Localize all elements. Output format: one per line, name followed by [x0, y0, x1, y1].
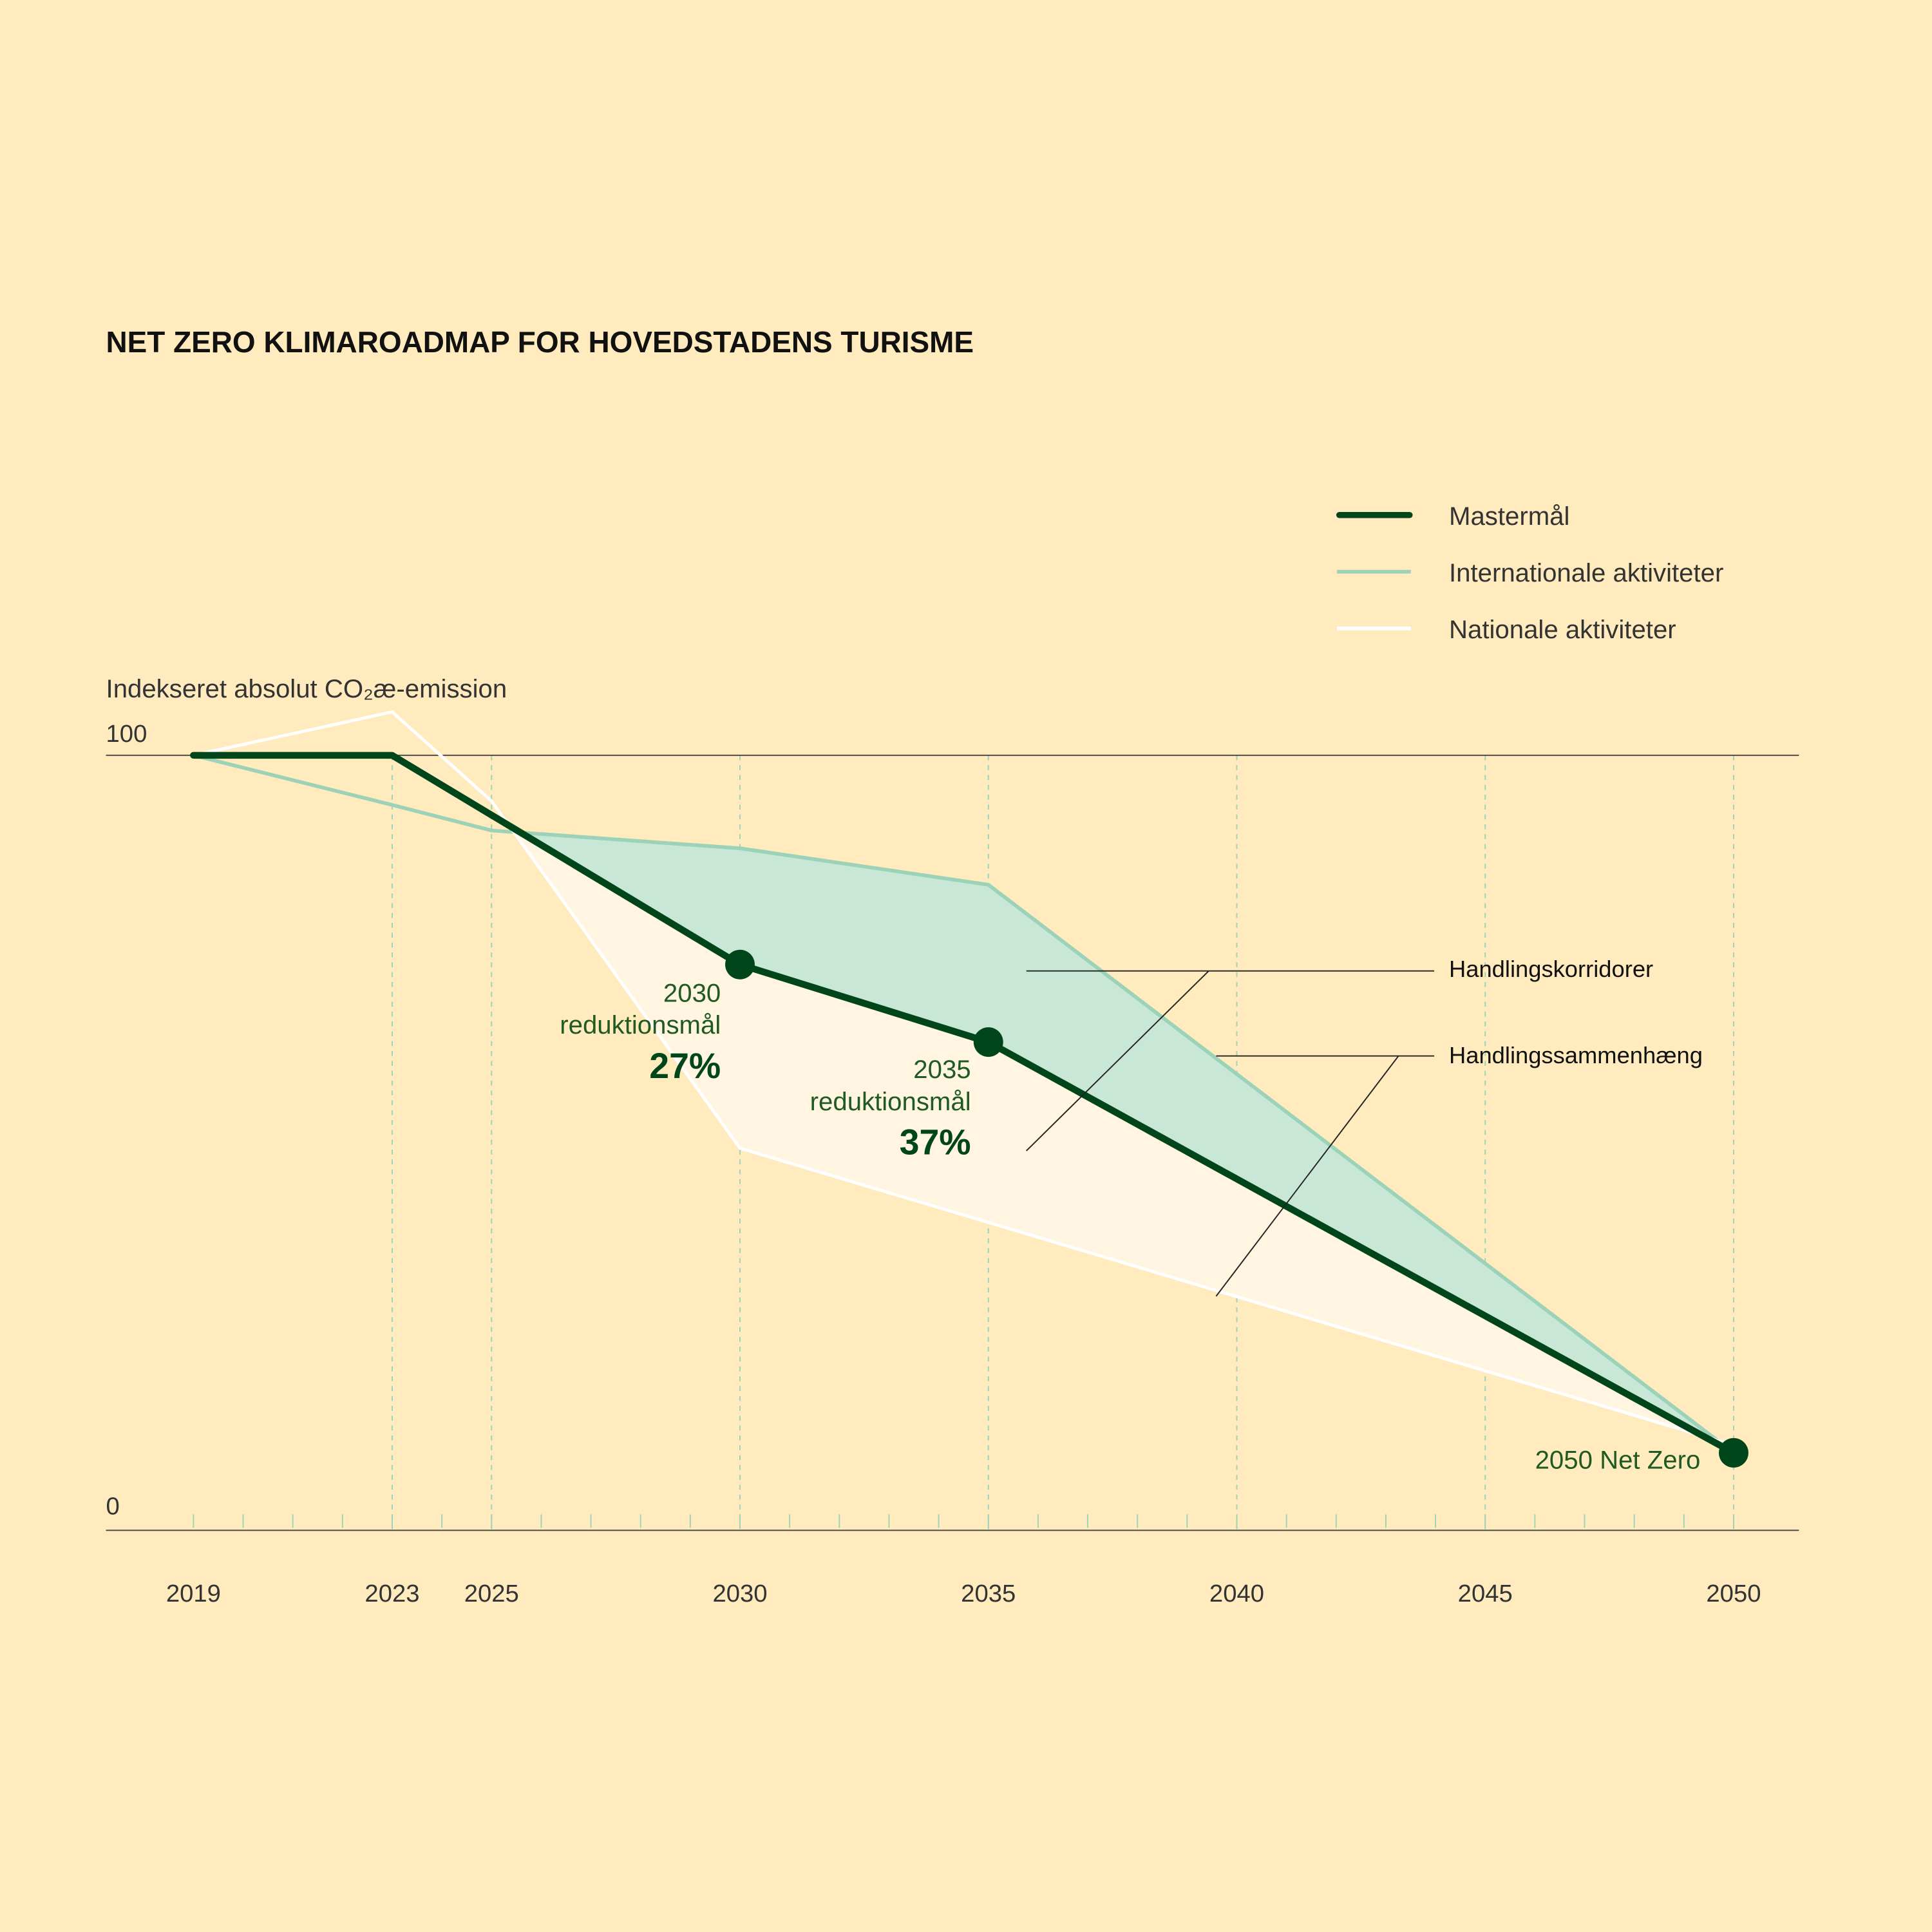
- marker-2050-text: 2050 Net Zero: [1535, 1446, 1701, 1475]
- national-fill: [509, 826, 1734, 1453]
- annotation-handlingskorridorer: [1026, 970, 1435, 1151]
- marker-2035-text: reduktionsmål: [810, 1087, 971, 1116]
- markers: [725, 949, 1748, 1468]
- legend-label-master: Mastermål: [1449, 502, 1569, 531]
- x-tick-label-2025: 2025: [464, 1580, 519, 1607]
- marker-2035-year: 2035: [913, 1055, 971, 1084]
- marker-2030-year: 2030: [663, 978, 721, 1007]
- x-tick-label-2040: 2040: [1209, 1580, 1264, 1607]
- marker-2030-text: reduktionsmål: [560, 1010, 721, 1039]
- x-tick-label-2019: 2019: [166, 1580, 221, 1607]
- x-tick-labels: 2019 2023 2025 2030 2035 2040 2045 2050: [166, 1580, 1761, 1607]
- legend-label-national: Nationale aktiviteter: [1449, 615, 1676, 644]
- annotation-label-sammenhaeng: Handlingssammenhæng: [1449, 1042, 1703, 1068]
- x-tick-label-2035: 2035: [961, 1580, 1016, 1607]
- series-line-internationale: [193, 753, 1735, 1455]
- marker-dot-2050: [1719, 1437, 1748, 1468]
- marker-2030-value: 27%: [649, 1046, 721, 1086]
- x-tick-label-2045: 2045: [1458, 1580, 1513, 1607]
- annotation-handlingssammenhaeng: [1215, 1055, 1435, 1297]
- x-tick-label-2030: 2030: [712, 1580, 767, 1607]
- series-line-nationale: [193, 710, 1734, 1447]
- leader-line: [1215, 1056, 1399, 1297]
- x-tick-label-2023: 2023: [365, 1580, 419, 1607]
- marker-2035-value: 37%: [900, 1122, 971, 1162]
- leader-line: [1026, 970, 1209, 1151]
- y-axis-label: Indekseret absolut CO₂æ-emission: [106, 674, 507, 703]
- annotation-label-korridorer: Handlingskorridorer: [1449, 956, 1653, 982]
- marker-dot-2030: [725, 949, 755, 980]
- minor-ticks: [193, 1514, 1734, 1528]
- legend: Mastermål Internationale aktiviteter Nat…: [1336, 502, 1723, 644]
- x-tick-label-2050: 2050: [1706, 1580, 1761, 1607]
- legend-label-international: Internationale aktiviteter: [1449, 558, 1723, 587]
- y-tick-label-0: 0: [106, 1492, 120, 1520]
- marker-dot-2035: [973, 1027, 1003, 1057]
- y-tick-label-100: 100: [106, 720, 147, 748]
- chart-title: NET ZERO KLIMAROADMAP FOR HOVEDSTADENS T…: [106, 325, 974, 359]
